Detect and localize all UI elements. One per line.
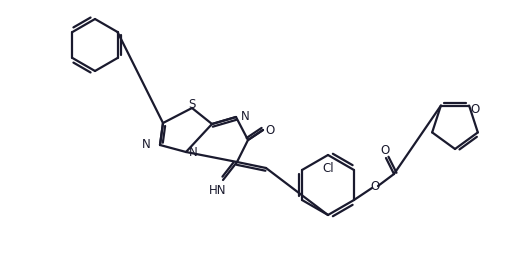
Text: O: O xyxy=(380,145,390,158)
Text: N: N xyxy=(142,139,151,152)
Text: S: S xyxy=(188,97,196,110)
Text: Cl: Cl xyxy=(322,161,334,174)
Text: HN: HN xyxy=(209,184,227,197)
Text: N: N xyxy=(189,147,198,160)
Text: O: O xyxy=(371,179,380,192)
Text: O: O xyxy=(470,103,480,116)
Text: N: N xyxy=(241,110,250,123)
Text: O: O xyxy=(265,123,274,137)
